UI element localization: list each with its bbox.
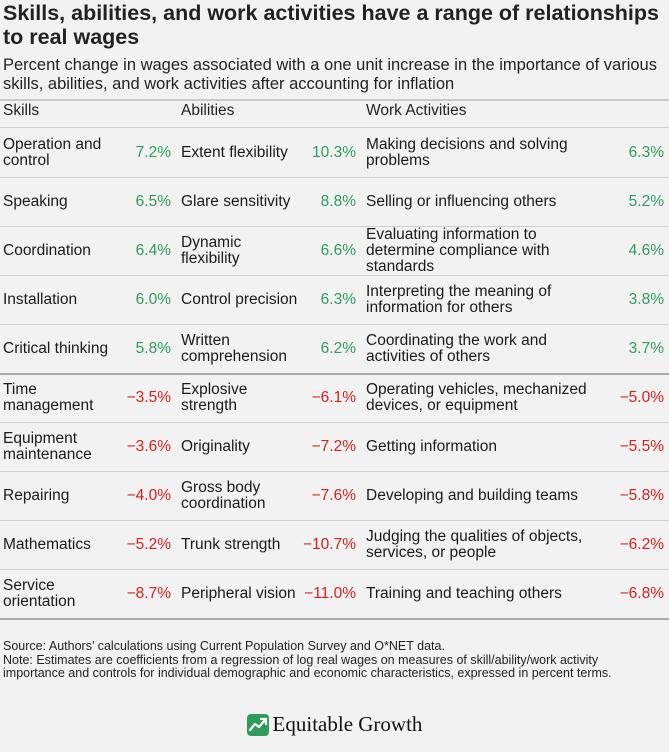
skills-name-cell: Service orientation [3, 577, 76, 610]
chart-subtitle: Percent change in wages associated with … [3, 56, 657, 93]
row-divider [0, 373, 669, 375]
row-divider [0, 422, 669, 423]
skills-name-cell: Repairing [3, 487, 70, 504]
work-activities-value-cell: −5.5% [619, 438, 664, 455]
abilities-name-cell: Explosive strength [181, 381, 248, 414]
skills-name-cell: Coordination [3, 242, 91, 259]
work-activities-value-cell: −5.0% [619, 389, 664, 406]
work-activities-name-cell: Training and teaching others [366, 585, 562, 602]
abilities-value-cell: 8.8% [320, 193, 356, 210]
skills-value-cell: −3.5% [126, 389, 171, 406]
work-activities-name-cell: Judging the qualities of objects, servic… [366, 528, 583, 561]
abilities-value-cell: −6.1% [311, 389, 356, 406]
row-divider [0, 324, 669, 325]
table-row: Operation and control 7.2% Extent flexibil… [0, 129, 669, 178]
work-activities-name-cell: Coordinating the work and activities of … [366, 332, 547, 365]
abilities-name-cell: Gross body coordination [181, 479, 266, 512]
abilities-value-cell: 6.6% [320, 242, 356, 259]
abilities-value-cell: 6.2% [320, 340, 356, 357]
skills-name-cell: Critical thinking [3, 340, 109, 357]
abilities-name-cell: Extent flexibility [181, 144, 288, 161]
column-header-abilities: Abilities [181, 102, 235, 119]
skills-name-cell: Installation [3, 291, 78, 308]
table-row: Repairing −4.0% Gross body coordination −7.… [0, 472, 669, 521]
table-row: Service orientation −8.7% Peripheral visio… [0, 570, 669, 619]
work-activities-name-cell: Operating vehicles, mechanized devices, … [366, 381, 587, 414]
column-header-skills: Skills [3, 102, 40, 119]
abilities-value-cell: −10.7% [302, 536, 356, 553]
row-divider [0, 618, 669, 620]
table-row: Mathematics −5.2% Trunk strength −10.7% Judg… [0, 521, 669, 570]
abilities-name-cell: Peripheral vision [181, 585, 296, 602]
row-divider [0, 275, 669, 276]
source-note: Source: Authors’ calculations using Curr… [3, 639, 445, 653]
work-activities-value-cell: 6.3% [628, 144, 664, 161]
abilities-name-cell: Control precision [181, 291, 298, 308]
row-divider [0, 226, 669, 227]
method-note: Note: Estimates are coefficients from a … [3, 652, 612, 680]
abilities-value-cell: −7.2% [311, 438, 356, 455]
skills-value-cell: 6.0% [135, 291, 171, 308]
abilities-name-cell: Glare sensitivity [181, 193, 291, 210]
work-activities-value-cell: 5.2% [628, 193, 664, 210]
abilities-name-cell: Trunk strength [181, 536, 281, 553]
skills-value-cell: −4.0% [126, 487, 171, 504]
work-activities-value-cell: −5.8% [619, 487, 664, 504]
skills-value-cell: −3.6% [126, 438, 171, 455]
abilities-value-cell: −11.0% [304, 585, 356, 602]
header-top-rule [0, 99, 669, 101]
chart-title: Skills, abilities, and work activities h… [3, 1, 659, 49]
abilities-value-cell: −7.6% [311, 487, 356, 504]
work-activities-name-cell: Developing and building teams [366, 487, 578, 504]
table-row: Critical thinking 5.8% Written comprehensi… [0, 325, 669, 374]
table-row: Speaking 6.5% Glare sensitivity 8.8% Selling… [0, 178, 669, 227]
work-activities-name-cell: Getting information [366, 438, 497, 455]
header-bottom-rule [0, 127, 669, 128]
row-divider [0, 471, 669, 472]
work-activities-value-cell: 4.6% [628, 242, 664, 259]
abilities-value-cell: 6.3% [320, 291, 356, 308]
skills-name-cell: Time management [3, 381, 94, 414]
abilities-name-cell: Originality [181, 438, 250, 455]
work-activities-name-cell: Interpreting the meaning of information … [366, 283, 552, 316]
skills-value-cell: 5.8% [135, 340, 171, 357]
column-header-work-activities: Work Activities [366, 102, 467, 119]
work-activities-name-cell: Selling or influencing others [366, 193, 557, 210]
table-row: Coordination 6.4% Dynamic flexibility 6.6% E… [0, 227, 669, 276]
skills-value-cell: −5.2% [126, 536, 171, 553]
abilities-name-cell: Dynamic flexibility [181, 234, 242, 267]
work-activities-name-cell: Evaluating information to determine comp… [366, 226, 550, 275]
row-divider [0, 520, 669, 521]
footnotes: Source: Authors’ calculations using Curr… [3, 639, 663, 681]
work-activities-value-cell: 3.7% [628, 340, 664, 357]
skills-value-cell: 7.2% [135, 144, 171, 161]
work-activities-value-cell: 3.8% [628, 291, 664, 308]
skills-name-cell: Operation and control [3, 136, 102, 169]
table-row: Equipment maintenance −3.6% Originality −7.… [0, 423, 669, 472]
growth-chart-logo-icon [246, 713, 269, 736]
skills-name-cell: Mathematics [3, 536, 91, 553]
brand-logo: Equitable Growth [0, 712, 669, 737]
skills-value-cell: 6.4% [135, 242, 171, 259]
abilities-value-cell: 10.3% [312, 144, 356, 161]
work-activities-value-cell: −6.2% [619, 536, 664, 553]
work-activities-value-cell: −6.8% [619, 585, 664, 602]
skills-name-cell: Equipment maintenance [3, 430, 92, 463]
row-divider [0, 177, 669, 178]
skills-value-cell: −8.7% [126, 585, 171, 602]
skills-name-cell: Speaking [3, 193, 68, 210]
skills-value-cell: 6.5% [135, 193, 171, 210]
table-row: Installation 6.0% Control precision 6.3% Int… [0, 276, 669, 325]
table-row: Time management −3.5% Explosive strength −6… [0, 374, 669, 423]
brand-logo-text: Equitable Growth [272, 712, 423, 736]
work-activities-name-cell: Making decisions and solving problems [366, 136, 568, 169]
row-divider [0, 569, 669, 570]
abilities-name-cell: Written comprehension [181, 332, 287, 365]
